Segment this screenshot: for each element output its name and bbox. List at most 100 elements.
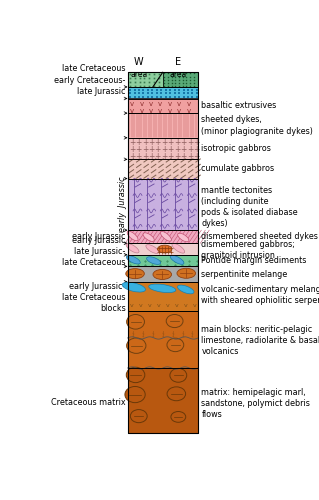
- Ellipse shape: [127, 314, 145, 329]
- Text: v: v: [149, 101, 153, 107]
- Ellipse shape: [146, 244, 159, 254]
- Ellipse shape: [171, 412, 186, 422]
- Ellipse shape: [127, 338, 146, 353]
- Text: L: L: [191, 331, 194, 336]
- Text: v: v: [167, 101, 172, 107]
- Bar: [128, 178, 198, 230]
- Text: +: +: [180, 145, 187, 154]
- Ellipse shape: [149, 284, 176, 292]
- Text: L: L: [191, 334, 194, 338]
- Text: isotropic gabbros: isotropic gabbros: [201, 144, 271, 153]
- Text: +: +: [155, 152, 161, 161]
- Bar: [128, 87, 198, 99]
- Text: v: v: [149, 108, 153, 114]
- Text: +: +: [187, 138, 193, 147]
- Text: area: area: [130, 70, 147, 80]
- Text: +: +: [142, 152, 148, 161]
- Text: L: L: [161, 334, 164, 338]
- Text: v: v: [157, 303, 161, 308]
- Text: +: +: [187, 152, 193, 161]
- Ellipse shape: [178, 233, 189, 242]
- Text: volcanic-sedimentary melange
with sheared ophiolitic serpentinite: volcanic-sedimentary melange with sheare…: [201, 285, 319, 305]
- Text: +: +: [148, 152, 155, 161]
- Bar: [128, 113, 198, 138]
- Ellipse shape: [126, 256, 140, 264]
- Text: basaltic extrusives: basaltic extrusives: [201, 102, 277, 110]
- Text: +: +: [129, 145, 135, 154]
- Text: L: L: [131, 334, 135, 338]
- Text: v: v: [186, 108, 190, 114]
- Bar: [128, 311, 198, 368]
- Bar: [128, 244, 198, 255]
- Text: v: v: [167, 108, 172, 114]
- Text: +: +: [161, 152, 167, 161]
- Text: +: +: [187, 145, 193, 154]
- Text: v: v: [139, 108, 144, 114]
- Text: L: L: [181, 331, 184, 336]
- Text: +: +: [148, 138, 155, 147]
- Text: v: v: [130, 303, 134, 308]
- Text: dismembered gabbros;
granitoid intrusion: dismembered gabbros; granitoid intrusion: [201, 240, 295, 260]
- Text: +: +: [167, 145, 174, 154]
- Bar: [128, 282, 198, 311]
- Text: L: L: [161, 331, 164, 336]
- Text: dismembered sheeted dykes: dismembered sheeted dykes: [201, 232, 318, 241]
- Text: +: +: [180, 138, 187, 147]
- Text: v: v: [166, 303, 170, 308]
- Ellipse shape: [166, 314, 183, 328]
- Text: +: +: [193, 145, 200, 154]
- Ellipse shape: [126, 268, 144, 278]
- Text: +: +: [148, 145, 155, 154]
- Text: +: +: [167, 138, 174, 147]
- Text: W: W: [134, 56, 144, 66]
- Ellipse shape: [127, 231, 138, 240]
- Text: +: +: [167, 152, 174, 161]
- Text: L: L: [131, 331, 135, 336]
- Bar: [128, 160, 198, 178]
- Text: v: v: [177, 101, 181, 107]
- Text: +: +: [174, 138, 180, 147]
- Bar: [128, 255, 198, 266]
- Text: +: +: [193, 152, 200, 161]
- Text: early Jurassic-
late Cretaceous
blocks: early Jurassic- late Cretaceous blocks: [62, 282, 126, 313]
- Text: v: v: [130, 101, 134, 107]
- Text: L: L: [151, 331, 154, 336]
- Text: +: +: [155, 145, 161, 154]
- Text: +: +: [155, 138, 161, 147]
- Text: matrix: hemipelagic marl,
sandstone, polymict debris
flows: matrix: hemipelagic marl, sandstone, pol…: [201, 388, 310, 419]
- Text: early Jurassic: early Jurassic: [72, 232, 126, 241]
- Text: v: v: [177, 108, 181, 114]
- Ellipse shape: [143, 233, 154, 241]
- Text: +: +: [180, 152, 187, 161]
- Text: Cretaceous matrix: Cretaceous matrix: [51, 398, 126, 407]
- Bar: [128, 368, 198, 434]
- Bar: [128, 230, 198, 243]
- Ellipse shape: [177, 285, 194, 294]
- Text: Pontide margin sediments: Pontide margin sediments: [201, 256, 307, 265]
- Ellipse shape: [158, 245, 172, 253]
- Ellipse shape: [167, 338, 184, 351]
- Text: v: v: [175, 303, 178, 308]
- Bar: [163, 72, 198, 87]
- Text: +: +: [135, 145, 142, 154]
- Text: v: v: [130, 108, 134, 114]
- Text: L: L: [141, 331, 145, 336]
- Text: L: L: [181, 334, 184, 338]
- Bar: [128, 72, 198, 434]
- Ellipse shape: [125, 386, 145, 402]
- Text: v: v: [158, 101, 162, 107]
- Bar: [128, 98, 198, 113]
- Text: +: +: [174, 145, 180, 154]
- Text: L: L: [171, 334, 174, 338]
- Ellipse shape: [172, 244, 185, 253]
- Ellipse shape: [170, 368, 187, 382]
- Text: +: +: [135, 138, 142, 147]
- Text: early  Jurassic: early Jurassic: [118, 176, 127, 232]
- Text: v: v: [186, 101, 190, 107]
- Ellipse shape: [126, 367, 145, 382]
- Text: E: E: [175, 56, 182, 66]
- Text: +: +: [193, 138, 200, 147]
- Text: early Jurassic
late Jurassic-
late Cretaceous: early Jurassic late Jurassic- late Creta…: [62, 236, 126, 268]
- Ellipse shape: [130, 410, 147, 422]
- Text: v: v: [184, 303, 187, 308]
